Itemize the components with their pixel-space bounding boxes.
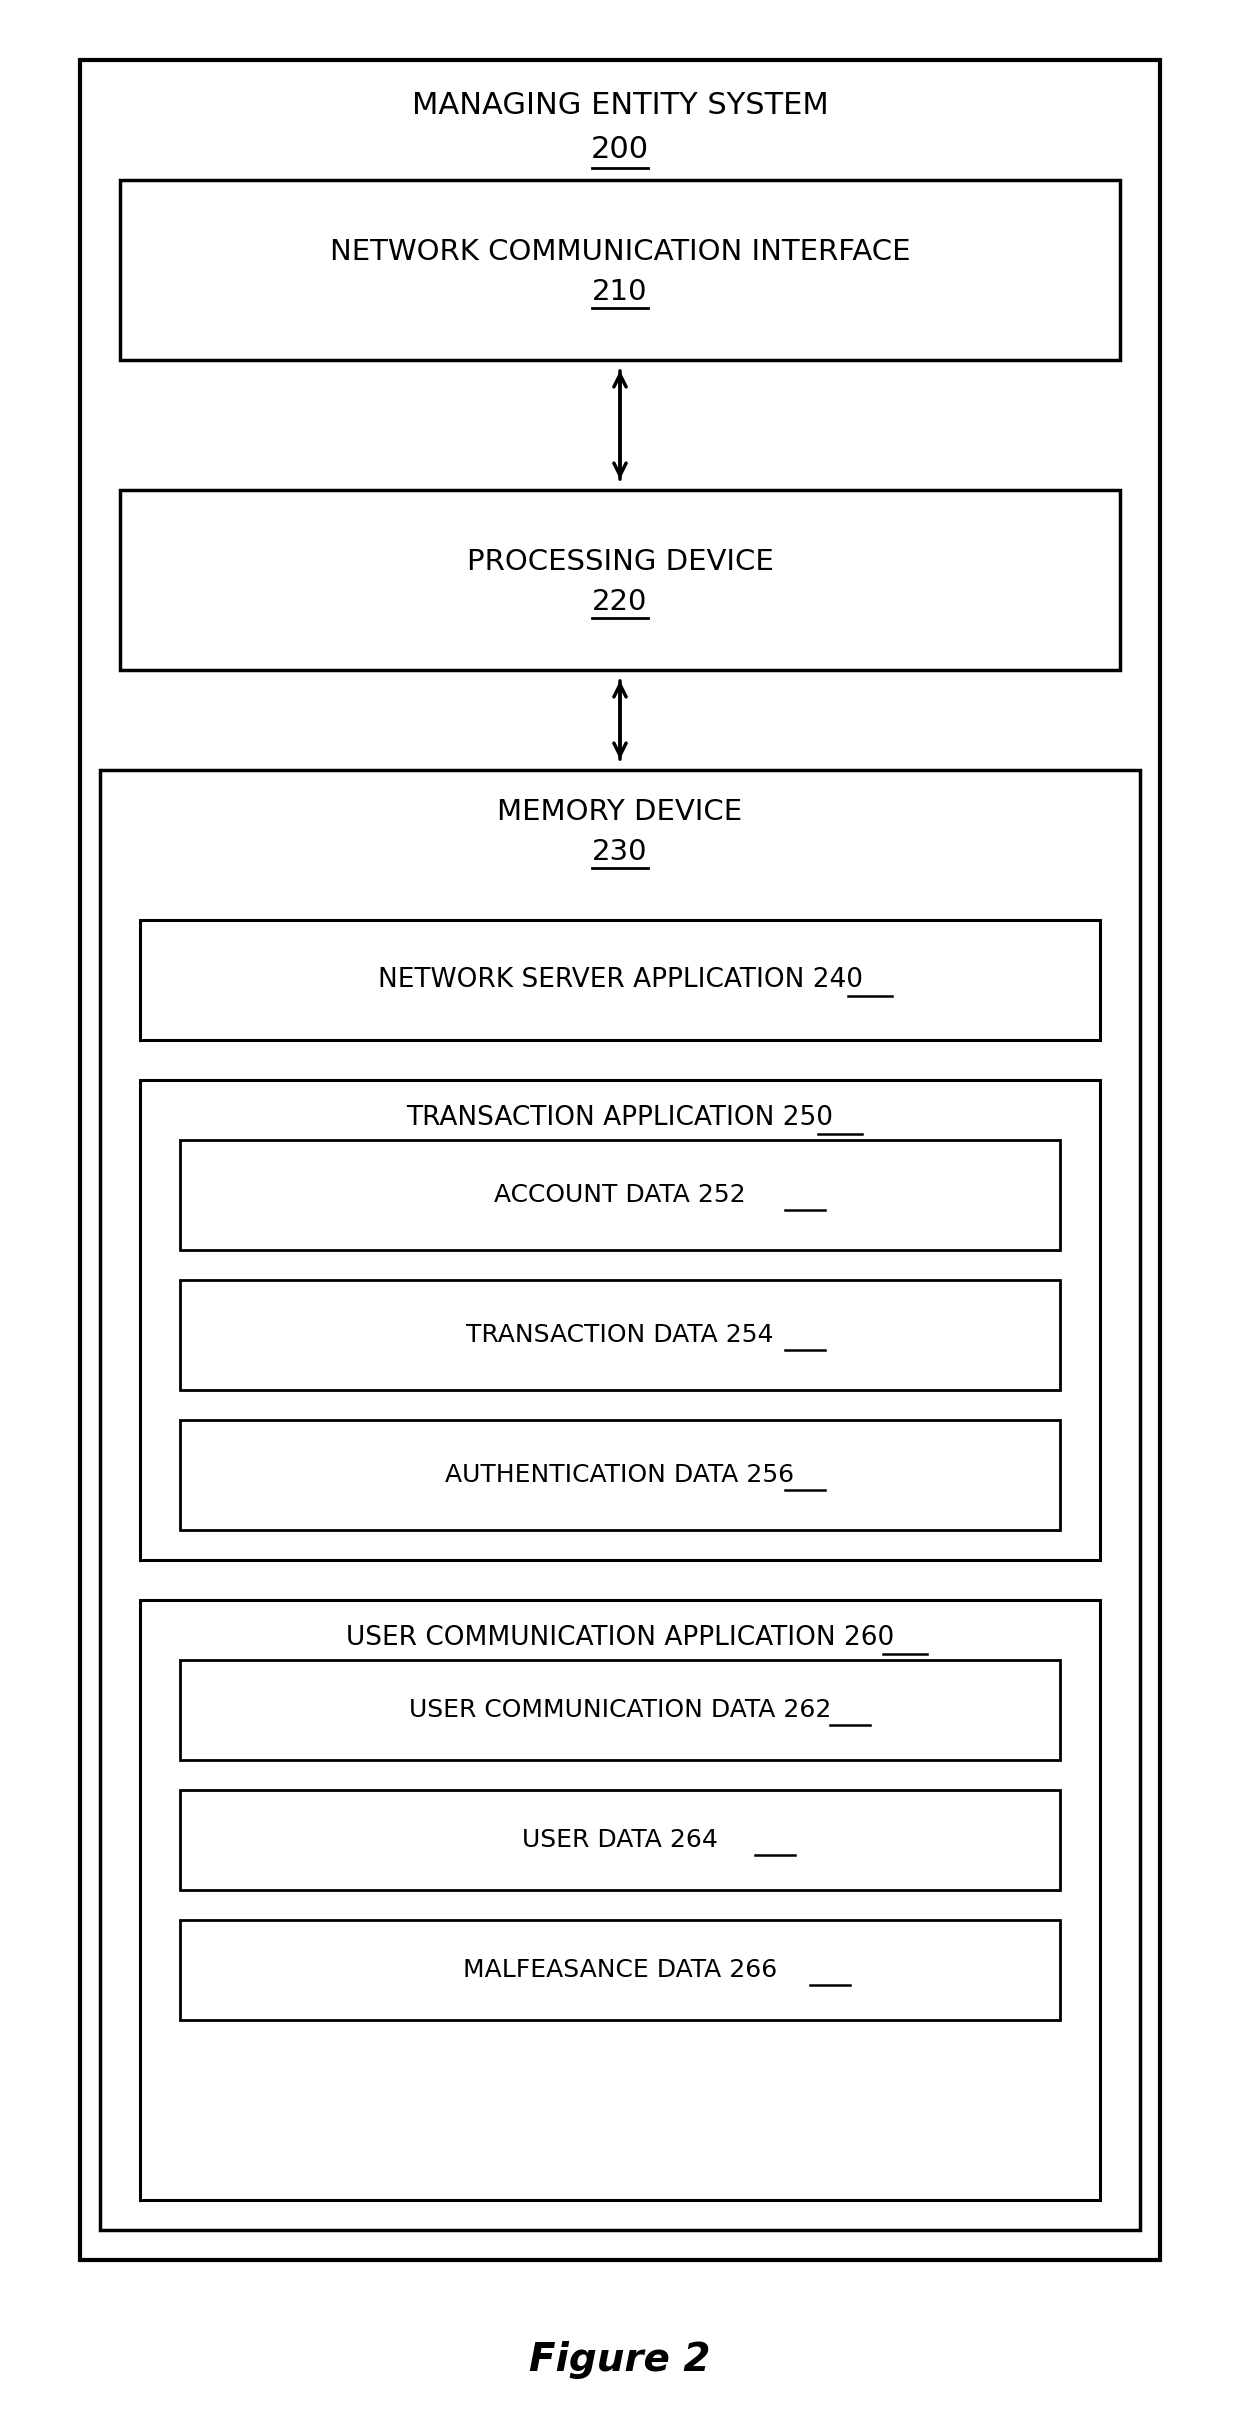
Bar: [140, 1601, 1100, 2200]
Text: PROCESSING DEVICE: PROCESSING DEVICE: [466, 548, 774, 575]
Text: USER COMMUNICATION APPLICATION 260: USER COMMUNICATION APPLICATION 260: [346, 1625, 894, 1652]
Bar: [180, 1419, 1060, 1531]
Text: NETWORK SERVER APPLICATION 240: NETWORK SERVER APPLICATION 240: [377, 968, 863, 992]
Text: 210: 210: [593, 279, 647, 306]
Text: AUTHENTICATION DATA 256: AUTHENTICATION DATA 256: [445, 1463, 795, 1487]
Bar: [100, 769, 1140, 2229]
Bar: [180, 1659, 1060, 1759]
Text: MALFEASANCE DATA 266: MALFEASANCE DATA 266: [463, 1958, 777, 1982]
Bar: [140, 919, 1100, 1041]
Text: TRANSACTION APPLICATION 250: TRANSACTION APPLICATION 250: [407, 1104, 833, 1131]
Text: MEMORY DEVICE: MEMORY DEVICE: [497, 798, 743, 825]
Text: ACCOUNT DATA 252: ACCOUNT DATA 252: [495, 1184, 745, 1208]
Bar: [180, 1140, 1060, 1249]
Bar: [180, 1919, 1060, 2021]
Text: TRANSACTION DATA 254: TRANSACTION DATA 254: [466, 1322, 774, 1346]
Text: 230: 230: [593, 837, 647, 866]
Bar: [120, 180, 1120, 359]
Text: USER DATA 264: USER DATA 264: [522, 1829, 718, 1851]
Bar: [180, 1281, 1060, 1390]
Text: MANAGING ENTITY SYSTEM: MANAGING ENTITY SYSTEM: [412, 90, 828, 119]
Text: Figure 2: Figure 2: [529, 2341, 711, 2380]
Text: 200: 200: [591, 136, 649, 165]
Text: USER COMMUNICATION DATA 262: USER COMMUNICATION DATA 262: [409, 1698, 831, 1722]
Bar: [81, 61, 1159, 2261]
Text: 220: 220: [593, 587, 647, 616]
Bar: [120, 490, 1120, 670]
Text: NETWORK COMMUNICATION INTERFACE: NETWORK COMMUNICATION INTERFACE: [330, 238, 910, 267]
Bar: [180, 1790, 1060, 1890]
Bar: [140, 1080, 1100, 1560]
